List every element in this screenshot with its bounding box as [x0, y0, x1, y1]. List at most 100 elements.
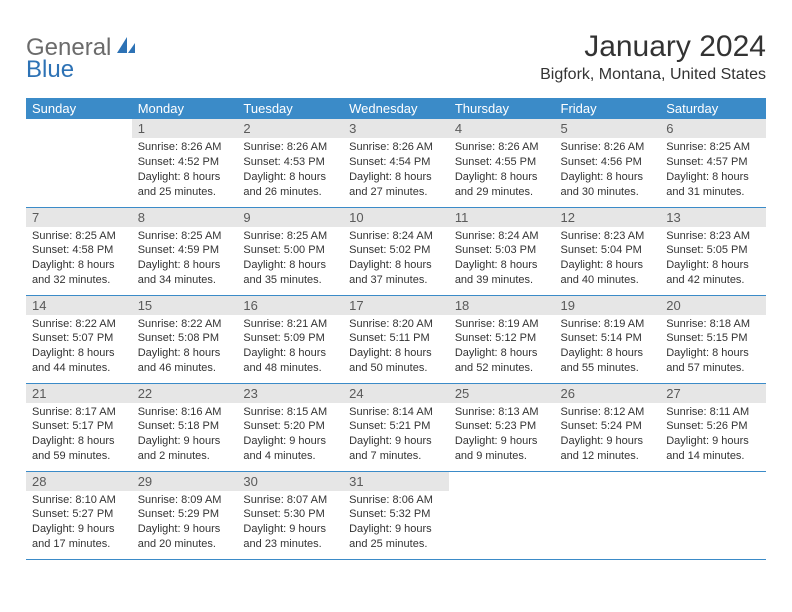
daylight-text-1: Daylight: 9 hours: [666, 434, 760, 449]
daylight-text-2: and 44 minutes.: [32, 361, 126, 376]
day-content: Sunrise: 8:06 AMSunset: 5:32 PMDaylight:…: [343, 491, 449, 556]
sunrise-text: Sunrise: 8:22 AM: [32, 317, 126, 332]
daylight-text-2: and 42 minutes.: [666, 273, 760, 288]
day-content: Sunrise: 8:09 AMSunset: 5:29 PMDaylight:…: [132, 491, 238, 556]
daylight-text-1: Daylight: 9 hours: [243, 434, 337, 449]
sunset-text: Sunset: 5:15 PM: [666, 331, 760, 346]
sunset-text: Sunset: 5:32 PM: [349, 507, 443, 522]
day-number: 25: [449, 384, 555, 403]
calendar-day-cell: [555, 471, 661, 559]
day-header: Friday: [555, 98, 661, 119]
daylight-text-1: Daylight: 8 hours: [32, 258, 126, 273]
daylight-text-2: and 14 minutes.: [666, 449, 760, 464]
daylight-text-1: Daylight: 8 hours: [666, 346, 760, 361]
daylight-text-1: Daylight: 9 hours: [138, 522, 232, 537]
day-content: Sunrise: 8:16 AMSunset: 5:18 PMDaylight:…: [132, 403, 238, 468]
sunset-text: Sunset: 5:30 PM: [243, 507, 337, 522]
sunset-text: Sunset: 5:08 PM: [138, 331, 232, 346]
sunrise-text: Sunrise: 8:20 AM: [349, 317, 443, 332]
sunrise-text: Sunrise: 8:25 AM: [138, 229, 232, 244]
daylight-text-1: Daylight: 8 hours: [455, 346, 549, 361]
day-content: Sunrise: 8:14 AMSunset: 5:21 PMDaylight:…: [343, 403, 449, 468]
calendar-day-cell: 30Sunrise: 8:07 AMSunset: 5:30 PMDayligh…: [237, 471, 343, 559]
sunrise-text: Sunrise: 8:12 AM: [561, 405, 655, 420]
calendar-day-cell: 17Sunrise: 8:20 AMSunset: 5:11 PMDayligh…: [343, 295, 449, 383]
sunset-text: Sunset: 4:54 PM: [349, 155, 443, 170]
day-number: 10: [343, 208, 449, 227]
calendar-day-cell: 18Sunrise: 8:19 AMSunset: 5:12 PMDayligh…: [449, 295, 555, 383]
sunset-text: Sunset: 5:04 PM: [561, 243, 655, 258]
logo-sail-icon: [115, 35, 137, 62]
day-number: 19: [555, 296, 661, 315]
sunrise-text: Sunrise: 8:18 AM: [666, 317, 760, 332]
calendar-day-cell: [449, 471, 555, 559]
sunset-text: Sunset: 5:07 PM: [32, 331, 126, 346]
calendar-day-cell: 6Sunrise: 8:25 AMSunset: 4:57 PMDaylight…: [660, 119, 766, 207]
day-content: Sunrise: 8:20 AMSunset: 5:11 PMDaylight:…: [343, 315, 449, 380]
day-number: [26, 119, 132, 123]
sunrise-text: Sunrise: 8:25 AM: [666, 140, 760, 155]
day-content: Sunrise: 8:21 AMSunset: 5:09 PMDaylight:…: [237, 315, 343, 380]
sunrise-text: Sunrise: 8:09 AM: [138, 493, 232, 508]
daylight-text-1: Daylight: 8 hours: [138, 170, 232, 185]
day-number: 16: [237, 296, 343, 315]
day-header-row: Sunday Monday Tuesday Wednesday Thursday…: [26, 98, 766, 119]
day-number: [660, 472, 766, 476]
calendar-day-cell: 12Sunrise: 8:23 AMSunset: 5:04 PMDayligh…: [555, 207, 661, 295]
daylight-text-2: and 55 minutes.: [561, 361, 655, 376]
daylight-text-2: and 20 minutes.: [138, 537, 232, 552]
day-content: Sunrise: 8:22 AMSunset: 5:07 PMDaylight:…: [26, 315, 132, 380]
calendar-day-cell: 20Sunrise: 8:18 AMSunset: 5:15 PMDayligh…: [660, 295, 766, 383]
daylight-text-2: and 57 minutes.: [666, 361, 760, 376]
sunrise-text: Sunrise: 8:23 AM: [666, 229, 760, 244]
calendar-day-cell: 29Sunrise: 8:09 AMSunset: 5:29 PMDayligh…: [132, 471, 238, 559]
calendar-day-cell: 27Sunrise: 8:11 AMSunset: 5:26 PMDayligh…: [660, 383, 766, 471]
sunrise-text: Sunrise: 8:16 AM: [138, 405, 232, 420]
calendar-day-cell: 26Sunrise: 8:12 AMSunset: 5:24 PMDayligh…: [555, 383, 661, 471]
day-content: Sunrise: 8:26 AMSunset: 4:52 PMDaylight:…: [132, 138, 238, 203]
calendar-week-row: 21Sunrise: 8:17 AMSunset: 5:17 PMDayligh…: [26, 383, 766, 471]
calendar-week-row: 1Sunrise: 8:26 AMSunset: 4:52 PMDaylight…: [26, 119, 766, 207]
calendar-day-cell: 1Sunrise: 8:26 AMSunset: 4:52 PMDaylight…: [132, 119, 238, 207]
day-number: 7: [26, 208, 132, 227]
sunrise-text: Sunrise: 8:26 AM: [138, 140, 232, 155]
calendar-day-cell: 10Sunrise: 8:24 AMSunset: 5:02 PMDayligh…: [343, 207, 449, 295]
daylight-text-1: Daylight: 9 hours: [32, 522, 126, 537]
day-content: Sunrise: 8:10 AMSunset: 5:27 PMDaylight:…: [26, 491, 132, 556]
day-number: 30: [237, 472, 343, 491]
calendar-day-cell: 11Sunrise: 8:24 AMSunset: 5:03 PMDayligh…: [449, 207, 555, 295]
day-number: 17: [343, 296, 449, 315]
sunrise-text: Sunrise: 8:24 AM: [455, 229, 549, 244]
day-number: 2: [237, 119, 343, 138]
sunset-text: Sunset: 4:59 PM: [138, 243, 232, 258]
daylight-text-2: and 23 minutes.: [243, 537, 337, 552]
day-content: Sunrise: 8:25 AMSunset: 4:58 PMDaylight:…: [26, 227, 132, 292]
calendar-week-row: 7Sunrise: 8:25 AMSunset: 4:58 PMDaylight…: [26, 207, 766, 295]
calendar-day-cell: [26, 119, 132, 207]
day-number: 29: [132, 472, 238, 491]
day-content: Sunrise: 8:26 AMSunset: 4:53 PMDaylight:…: [237, 138, 343, 203]
day-number: [449, 472, 555, 476]
calendar-day-cell: 2Sunrise: 8:26 AMSunset: 4:53 PMDaylight…: [237, 119, 343, 207]
calendar-day-cell: 16Sunrise: 8:21 AMSunset: 5:09 PMDayligh…: [237, 295, 343, 383]
sunset-text: Sunset: 4:57 PM: [666, 155, 760, 170]
calendar-day-cell: 8Sunrise: 8:25 AMSunset: 4:59 PMDaylight…: [132, 207, 238, 295]
sunrise-text: Sunrise: 8:17 AM: [32, 405, 126, 420]
day-content: Sunrise: 8:19 AMSunset: 5:12 PMDaylight:…: [449, 315, 555, 380]
calendar-week-row: 14Sunrise: 8:22 AMSunset: 5:07 PMDayligh…: [26, 295, 766, 383]
sunrise-text: Sunrise: 8:21 AM: [243, 317, 337, 332]
day-content: Sunrise: 8:19 AMSunset: 5:14 PMDaylight:…: [555, 315, 661, 380]
day-header: Wednesday: [343, 98, 449, 119]
sunset-text: Sunset: 5:26 PM: [666, 419, 760, 434]
day-content: Sunrise: 8:25 AMSunset: 5:00 PMDaylight:…: [237, 227, 343, 292]
daylight-text-1: Daylight: 8 hours: [666, 170, 760, 185]
day-number: 21: [26, 384, 132, 403]
day-content: Sunrise: 8:26 AMSunset: 4:54 PMDaylight:…: [343, 138, 449, 203]
sunrise-text: Sunrise: 8:23 AM: [561, 229, 655, 244]
sunrise-text: Sunrise: 8:25 AM: [243, 229, 337, 244]
sunrise-text: Sunrise: 8:07 AM: [243, 493, 337, 508]
daylight-text-2: and 52 minutes.: [455, 361, 549, 376]
daylight-text-1: Daylight: 8 hours: [561, 170, 655, 185]
daylight-text-1: Daylight: 9 hours: [138, 434, 232, 449]
daylight-text-2: and 2 minutes.: [138, 449, 232, 464]
